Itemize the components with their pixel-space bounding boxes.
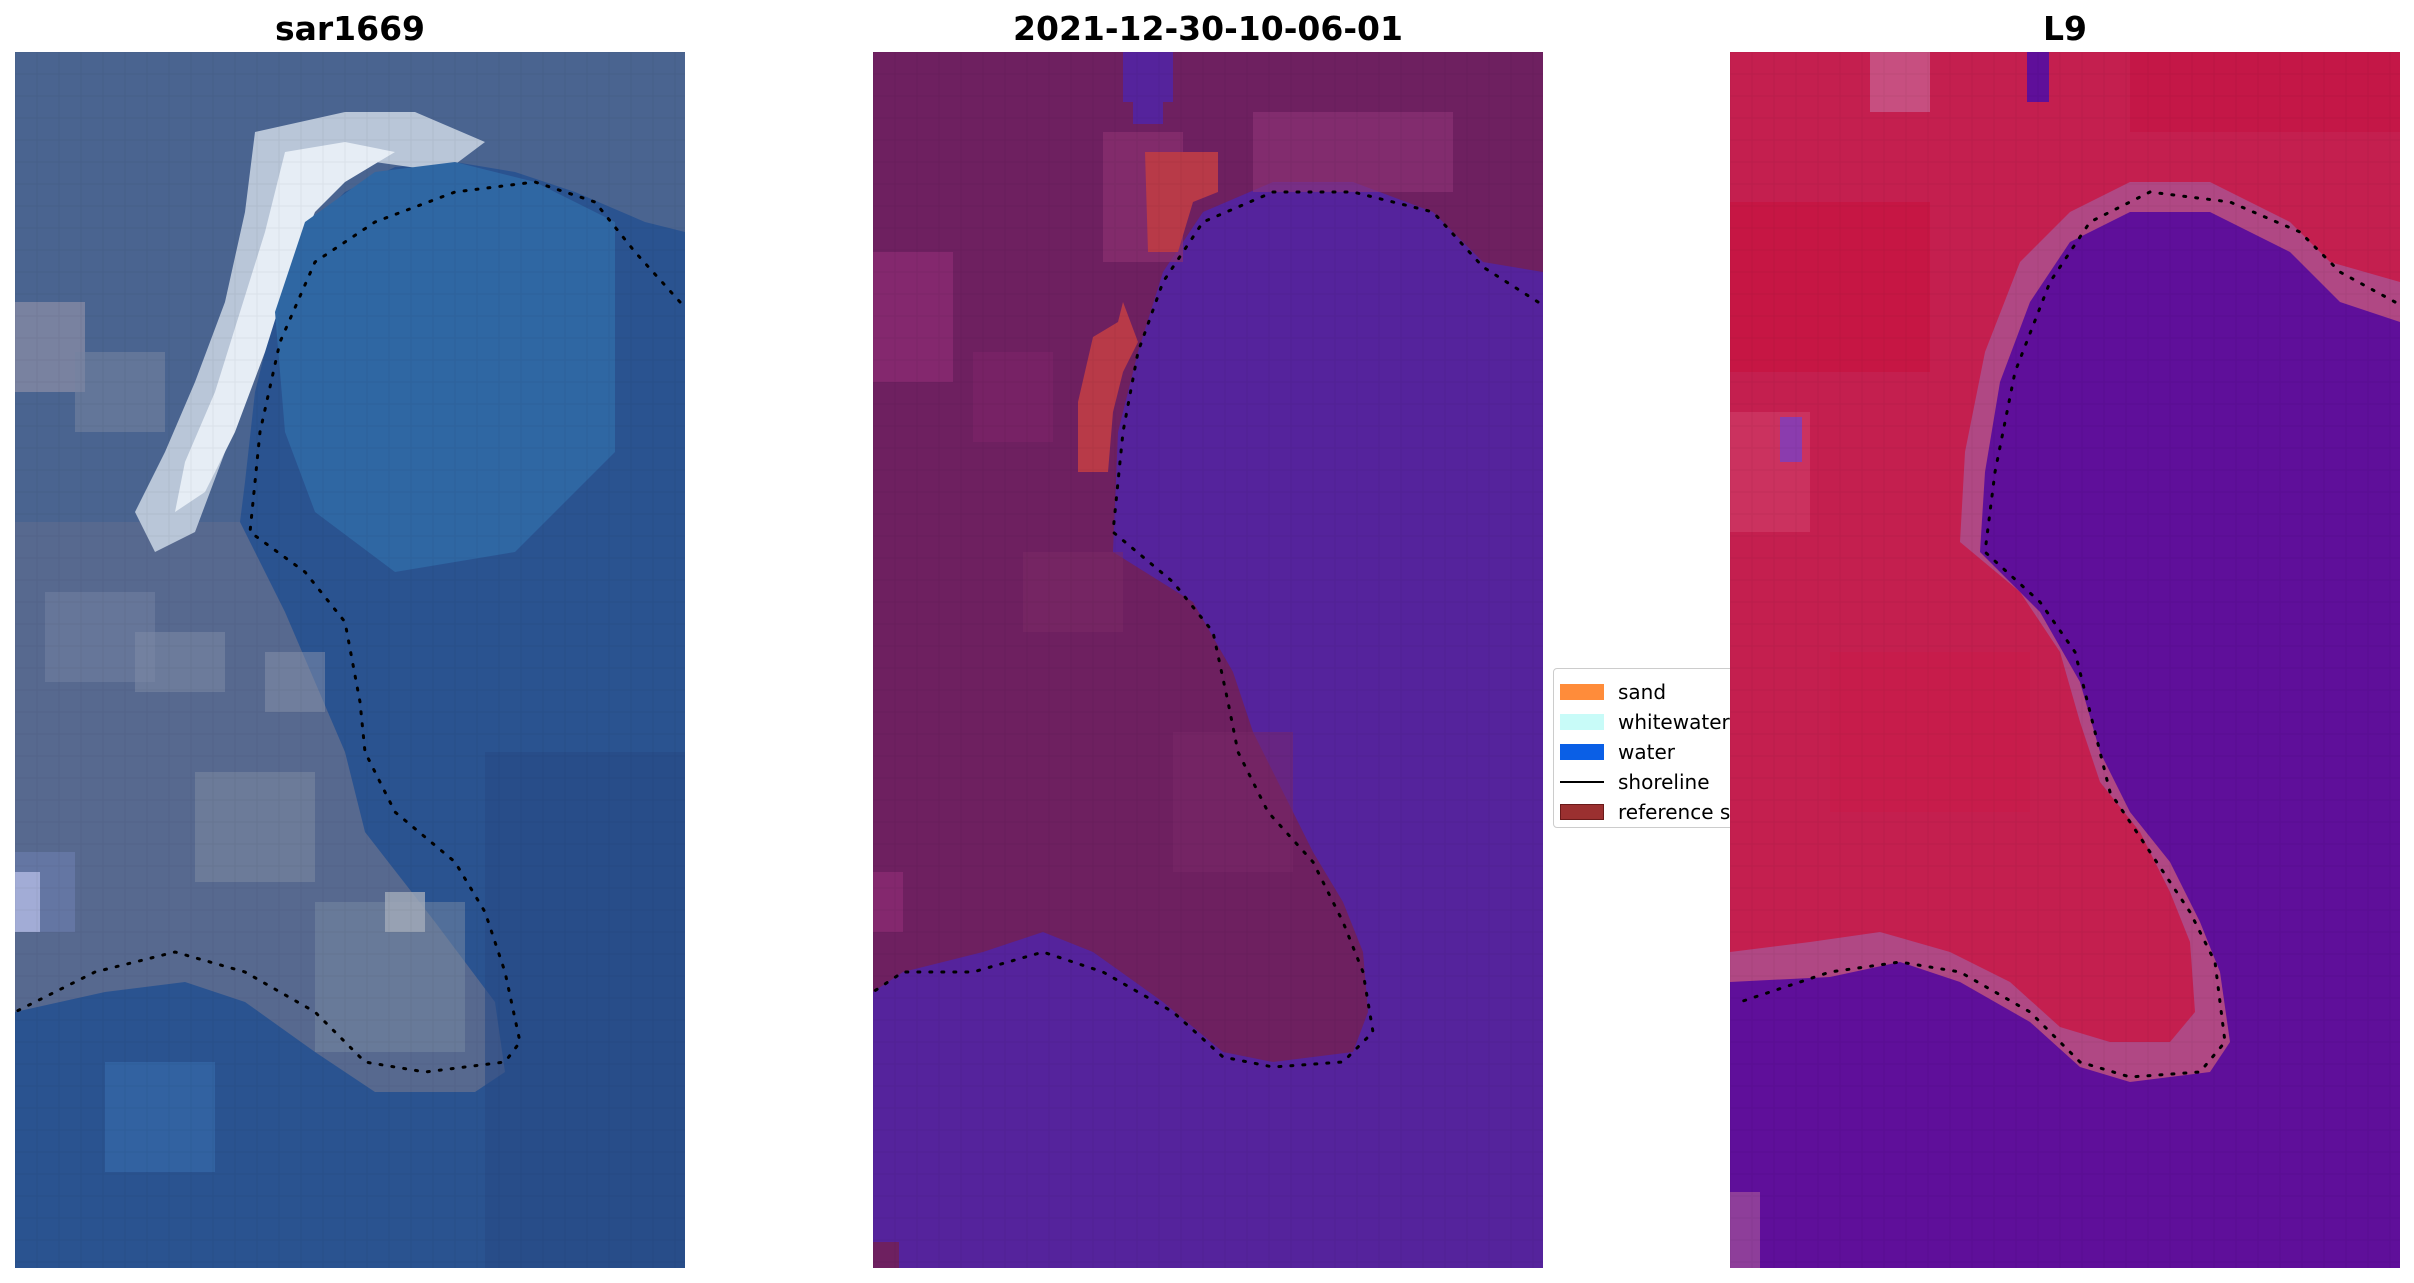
panel-title-classified: 2021-12-30-10-06-01: [1013, 9, 1403, 48]
classified-image: [873, 52, 1543, 1268]
classified-image-panel: [873, 52, 1543, 1268]
legend-label-water: water: [1618, 740, 1675, 764]
reference-swatch-icon: [1560, 804, 1604, 820]
rgb-image-panel: [15, 52, 685, 1268]
sand-swatch-icon: [1560, 684, 1604, 700]
legend-item-shoreline: shoreline: [1560, 769, 1710, 795]
shoreline-line-icon: [1560, 781, 1604, 783]
index-image-panel: [1730, 52, 2400, 1268]
legend: sand whitewater water shoreline referenc…: [1553, 668, 1743, 828]
legend-item-reference: reference s: [1560, 799, 1730, 825]
legend-label-sand: sand: [1618, 680, 1667, 704]
panel-title-rgb: sar1669: [274, 9, 426, 48]
panel-title-index: L9: [2043, 9, 2087, 48]
whitewater-swatch-icon: [1560, 714, 1604, 730]
water-swatch-icon: [1560, 744, 1604, 760]
rgb-satellite-image: [15, 52, 685, 1268]
legend-label-whitewater: whitewater: [1618, 710, 1730, 734]
index-image: [1730, 52, 2400, 1268]
legend-item-whitewater: whitewater: [1560, 709, 1730, 735]
legend-label-reference: reference s: [1618, 800, 1731, 824]
legend-item-sand: sand: [1560, 679, 1666, 705]
legend-label-shoreline: shoreline: [1618, 770, 1710, 794]
legend-item-water: water: [1560, 739, 1675, 765]
